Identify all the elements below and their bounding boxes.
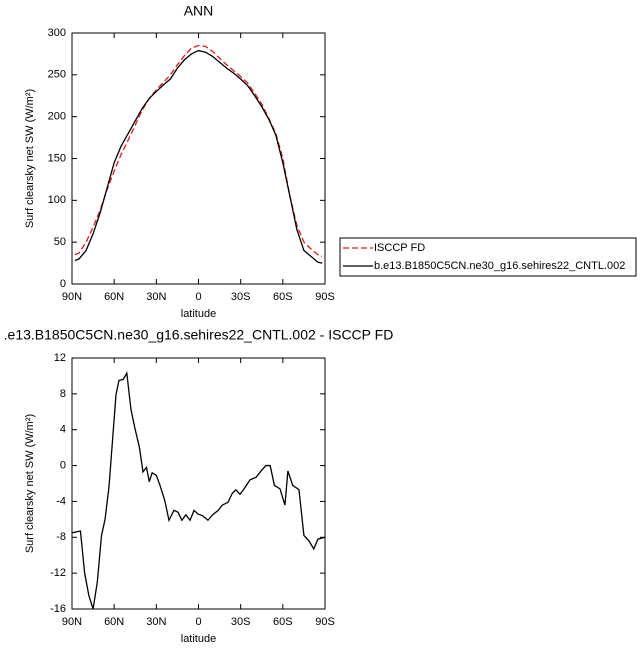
y-tick-label: 12: [54, 352, 66, 364]
y-axis-label: Surf clearsky net SW (W/m²): [24, 89, 36, 228]
y-axis-label: Surf clearsky net SW (W/m²): [24, 414, 36, 553]
plot: ANN latitude Surf clearsky net SW (W/m²) 0 5…: [24, 3, 335, 320]
x-tick-label: 0: [195, 616, 201, 628]
y-tick-label: 0: [60, 459, 66, 471]
plot-frame: [71, 32, 326, 285]
chart-title: ANN: [184, 3, 214, 19]
y-tick-label: 50: [54, 236, 66, 248]
y-tick-label: 4: [60, 424, 66, 436]
x-tick-label: 30N: [146, 291, 166, 303]
y-tick-label: 100: [48, 194, 66, 206]
x-tick-label: 30N: [146, 616, 166, 628]
y-tick-label: -8: [56, 531, 66, 543]
y-tick-label: 200: [48, 111, 66, 123]
plot: .e13.B1850C5CN.ne30_g16.sehires22_CNTL.0…: [4, 327, 394, 645]
data-line: [74, 49, 323, 264]
x-tick-label: 90S: [315, 291, 335, 303]
x-tick-label: 90S: [315, 616, 335, 628]
y-tick-label: 0: [60, 278, 66, 290]
x-axis-label: latitude: [181, 633, 216, 645]
legend-label: b.e13.B1850C5CN.ne30_g16.sehires22_CNTL.…: [374, 260, 625, 272]
legend-label: ISCCP FD: [374, 242, 425, 254]
x-tick-label: 60N: [104, 616, 124, 628]
data-line: [74, 44, 323, 257]
y-tick-label: 150: [48, 152, 66, 164]
x-tick-label: 60N: [104, 291, 124, 303]
chart-title: .e13.B1850C5CN.ne30_g16.sehires22_CNTL.0…: [4, 327, 394, 343]
y-tick-label: -12: [50, 567, 66, 579]
x-tick-label: 0: [195, 291, 201, 303]
plot-frame: [71, 357, 326, 610]
data-line: [71, 371, 326, 610]
y-tick-label: 250: [48, 69, 66, 81]
x-tick-label: 30S: [231, 616, 251, 628]
y-tick-label: -4: [56, 495, 66, 507]
legend-box: [339, 237, 637, 277]
x-tick-label: 90N: [62, 291, 82, 303]
x-tick-label: 60S: [273, 616, 293, 628]
y-tick-label: -16: [50, 603, 66, 615]
y-tick-label: 300: [48, 27, 66, 39]
x-tick-label: 60S: [273, 291, 293, 303]
legend: ISCCP FD b.e13.B1850C5CN.ne30_g16.sehires…: [339, 237, 637, 277]
x-tick-label: 30S: [231, 291, 251, 303]
x-tick-label: 90N: [62, 616, 82, 628]
x-axis-label: latitude: [181, 308, 216, 320]
y-tick-label: 8: [60, 388, 66, 400]
